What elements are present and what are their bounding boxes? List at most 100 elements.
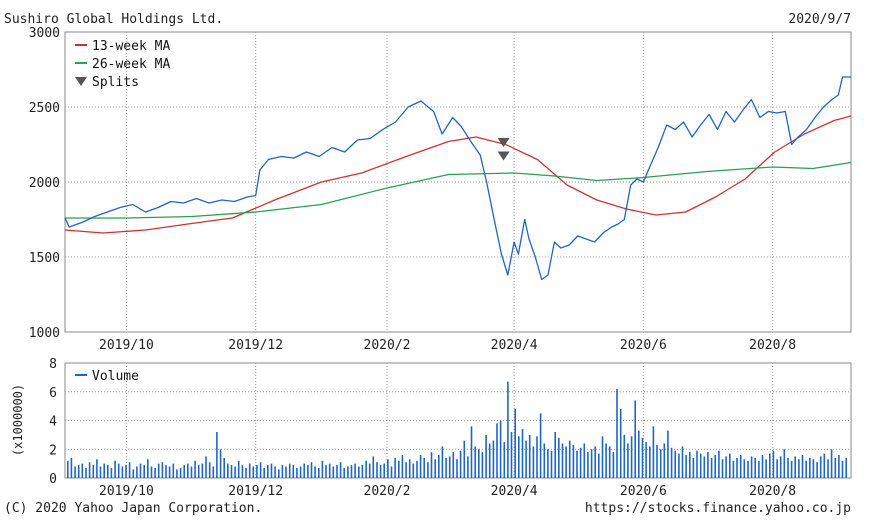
volume-bar	[532, 446, 535, 478]
volume-bar	[798, 459, 800, 478]
volume-bar	[347, 466, 349, 478]
price-legend: 13-week MA 26-week MA Splits	[75, 39, 170, 90]
volume-y-tick-label: 4	[49, 415, 57, 430]
price-series	[64, 76, 852, 281]
volume-bar	[103, 463, 105, 478]
volume-bar	[729, 453, 731, 478]
volume-bar	[179, 467, 182, 478]
volume-bar	[299, 466, 302, 478]
price-y-tick-label: 1000	[29, 326, 60, 341]
volume-bar	[445, 457, 447, 478]
volume-bar	[496, 423, 498, 478]
volume-x-tick-label: 2020/2	[364, 484, 411, 499]
volume-bar	[630, 436, 633, 478]
legend-label-volume: Volume	[92, 369, 139, 384]
price-line	[64, 76, 851, 281]
price-grid	[65, 32, 851, 332]
volume-bar	[696, 450, 698, 478]
volume-bar	[230, 465, 233, 478]
volume-bar	[645, 442, 647, 478]
volume-bar	[761, 455, 764, 478]
volume-bar	[390, 466, 393, 478]
volume-bar	[70, 457, 73, 478]
volume-bar	[536, 436, 538, 478]
volume-bar	[681, 446, 684, 478]
volume-bar	[736, 457, 738, 478]
price-x-tick-label: 2019/12	[228, 338, 283, 353]
volume-bar	[292, 465, 295, 478]
volume-bar	[514, 409, 516, 478]
volume-bar	[194, 460, 196, 479]
volume-bar	[834, 457, 837, 478]
volume-bar	[456, 459, 458, 478]
volume-bar	[256, 465, 258, 478]
volume-bar	[699, 453, 702, 478]
volume-bar	[398, 460, 400, 479]
volume-x-tick-label: 2019/12	[228, 484, 283, 499]
volume-bar	[350, 465, 353, 478]
volume-bar	[558, 437, 560, 479]
price-y-tick-label: 3000	[29, 26, 60, 41]
legend-label-13-week-ma: 13-week MA	[92, 39, 170, 54]
volume-bar	[587, 452, 589, 478]
price-x-tick-label: 2020/8	[749, 338, 796, 353]
volume-bar	[830, 449, 833, 479]
volume-bar	[747, 460, 749, 479]
volume-bar	[805, 460, 807, 479]
volume-bar	[376, 462, 378, 478]
volume-bar	[678, 453, 680, 478]
volume-bar	[634, 400, 636, 478]
volume-bar	[150, 466, 153, 478]
volume-bar	[583, 443, 586, 478]
volume-bar	[674, 450, 676, 478]
volume-bar	[845, 457, 847, 478]
volume-bar	[88, 462, 91, 478]
volume-bar	[172, 463, 175, 478]
volume-bar	[336, 465, 338, 478]
volume-bar	[143, 465, 145, 478]
volume-bar	[718, 450, 720, 478]
volume-bar	[121, 466, 124, 478]
volume-bar	[430, 452, 433, 478]
volume-y-tick-label: 0	[49, 472, 57, 487]
volume-bar	[212, 466, 215, 478]
volume-bar	[590, 449, 593, 479]
price-x-tick-label: 2020/2	[364, 338, 411, 353]
volume-bar	[459, 450, 462, 478]
volume-bar	[547, 449, 549, 479]
volume-bar	[125, 465, 127, 478]
price-x-tick-label: 2020/6	[620, 338, 667, 353]
volume-y-tick-label: 2	[49, 443, 57, 458]
volume-bar	[136, 466, 138, 478]
volume-bar	[809, 457, 811, 478]
volume-bar	[81, 463, 84, 478]
volume-bar	[568, 440, 571, 478]
price-x-tick-label: 2019/10	[99, 338, 154, 353]
volume-bar	[463, 440, 466, 478]
volume-bar	[510, 432, 513, 478]
volume-bar	[838, 455, 840, 478]
volume-bar	[488, 443, 491, 478]
volume-bar	[539, 413, 542, 478]
ma26-line	[65, 161, 852, 219]
volume-bar	[248, 463, 251, 478]
volume-bar	[332, 466, 335, 478]
volume-bar	[358, 466, 360, 478]
volume-bar	[117, 463, 120, 478]
volume-bar	[667, 430, 669, 478]
volume-bar	[183, 465, 185, 478]
price-y-tick-label: 1500	[29, 251, 60, 266]
volume-bar	[197, 465, 200, 478]
volume-bar	[285, 466, 287, 478]
volume-bar	[754, 457, 756, 478]
volume-bar	[405, 462, 407, 478]
volume-bar	[139, 463, 142, 478]
volume-bar	[692, 457, 695, 478]
volume-bar	[765, 459, 767, 478]
volume-bar	[234, 466, 236, 478]
volume-bar	[656, 444, 658, 478]
volume-bar	[372, 456, 375, 478]
volume-bar	[470, 426, 473, 479]
volume-bar	[114, 460, 116, 479]
